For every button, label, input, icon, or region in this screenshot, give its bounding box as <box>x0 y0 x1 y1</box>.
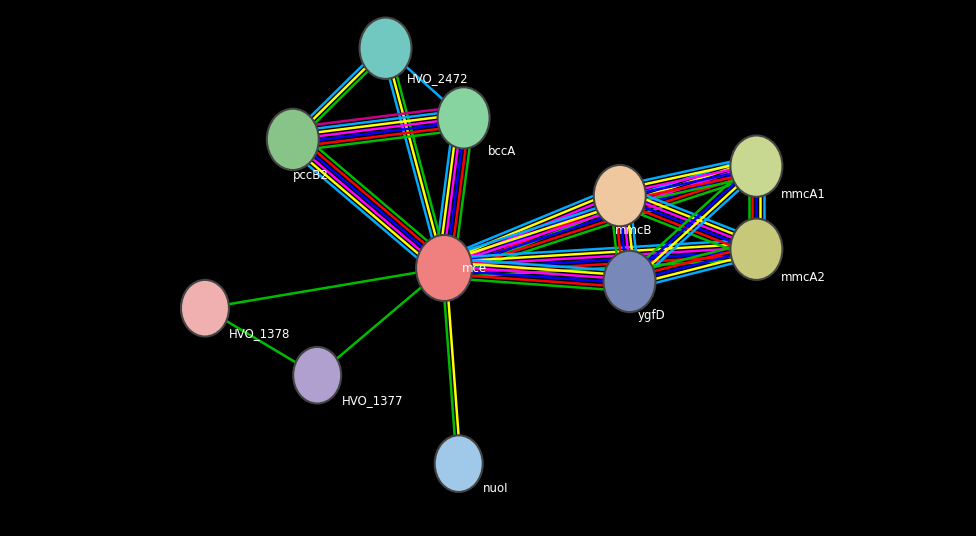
Ellipse shape <box>359 18 412 79</box>
Text: bccA: bccA <box>488 145 516 158</box>
Text: mmcB: mmcB <box>615 224 652 236</box>
Ellipse shape <box>603 251 656 312</box>
Ellipse shape <box>730 136 783 197</box>
Text: pccB2: pccB2 <box>293 169 329 182</box>
Text: nuoI: nuoI <box>483 482 508 495</box>
Text: ygfD: ygfD <box>637 309 665 322</box>
Ellipse shape <box>416 235 472 301</box>
Text: mmcA2: mmcA2 <box>781 271 826 284</box>
Ellipse shape <box>266 109 319 170</box>
Text: HVO_2472: HVO_2472 <box>407 72 468 85</box>
Ellipse shape <box>593 165 646 226</box>
Ellipse shape <box>730 219 783 280</box>
Text: HVO_1378: HVO_1378 <box>229 327 291 340</box>
Ellipse shape <box>434 435 483 492</box>
Text: mmcA1: mmcA1 <box>781 188 826 200</box>
Ellipse shape <box>437 87 490 148</box>
Text: mce: mce <box>462 262 487 274</box>
Ellipse shape <box>181 280 229 337</box>
Ellipse shape <box>293 347 342 404</box>
Text: HVO_1377: HVO_1377 <box>342 394 403 407</box>
